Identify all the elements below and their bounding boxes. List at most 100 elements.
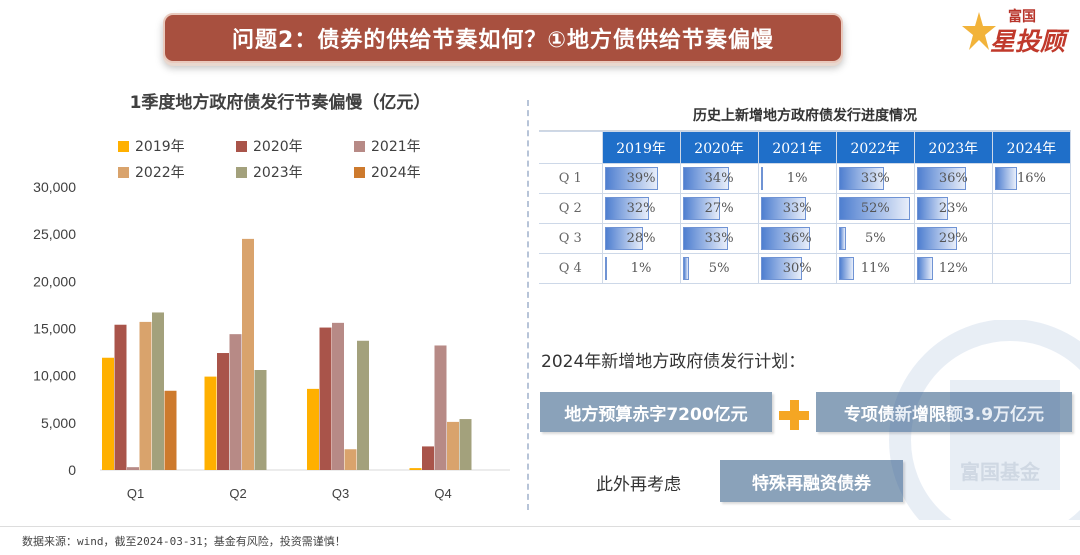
table-header: 2019年 [601,131,681,164]
legend-item-2020: 2020年 [236,136,303,156]
table-cell: 1% [601,253,681,284]
cell-value [993,254,1070,283]
cell-value: 23% [938,201,968,216]
progress-databar [604,197,649,220]
footer-source: 数据来源：wind，截至2024-03-31；基金有风险，投资需谨慎！ [22,535,346,548]
deficit-box: 地方预算赤字7200亿元 [540,392,772,432]
bar-chart: 30,000 25,000 20,000 15,000 10,000 5,000 0 Q1 Q2… [33,179,510,501]
progress-databar [838,257,854,280]
brand-top-text: 富国 [1008,9,1036,25]
progress-databar [916,257,934,280]
cell-value: 29% [938,231,968,246]
x-tick-label: Q3 [332,486,349,501]
table-corner [539,131,603,164]
table-header: 2020年 [679,131,759,164]
refinance-bond-box: 特殊再融资债券 [720,460,903,502]
table-cell: 29% [913,223,993,254]
progress-table: 2019年 2020年 2021年 2022年 2023年 2024年 Q 1 3… [539,131,1072,284]
table-row: Q 2 32% 27% 33% 52% 23% [539,193,1072,224]
cell-value: 32% [626,201,656,216]
cell-value: 33% [782,201,812,216]
table-cell: 11% [835,253,915,284]
y-tick-label: 5,000 [41,415,76,431]
bar-q2-2020年 [217,353,229,470]
table-cell: 16% [991,163,1072,194]
table-header: 2021年 [757,131,837,164]
special-bond-box-label: 专项债新增限额3.9万亿元 [843,404,1045,425]
legend-item-2021: 2021年 [354,136,421,156]
cell-value: 12% [938,261,968,276]
bar-q4-2021年 [434,345,447,470]
chart-title: 1季度地方政府债发行节奏偏慢（亿元） [129,93,431,113]
page-title: 问题2：债券的供给节奏如何？①地方债供给节奏偏慢 [232,28,774,53]
table-row: Q 4 1% 5% 30% 11% 12% [539,253,1072,284]
progress-databar [916,167,967,190]
legend-swatch [118,140,129,152]
table-cell: 36% [757,223,837,254]
cell-value: 5% [708,261,730,276]
table-header: 2022年 [835,131,915,164]
special-bond-box: 专项债新增限额3.9万亿元 [816,392,1072,432]
deficit-box-label: 地方预算赤字7200亿元 [564,404,748,425]
table-body: Q 1 39% 34% 1% 33% 36% 16% Q 2 32% 27% 33% 52% 23% Q … [539,163,1072,284]
y-tick-label: 15,000 [33,321,76,337]
table-cell [991,223,1072,254]
progress-databar [760,227,811,250]
progress-table-panel: 历史上新增地方政府债发行进度情况 2019年 2020年 2021年 2022年… [539,102,1072,284]
progress-table-title: 历史上新增地方政府债发行进度情况 [539,102,1071,131]
progress-databar [916,227,957,250]
row-label: Q 3 [539,223,603,254]
table-cell: 33% [757,193,837,224]
bar-q4-2019年 [409,468,422,470]
cell-value: 33% [704,231,734,246]
x-tick-label: Q1 [127,486,144,501]
cell-value: 36% [782,231,812,246]
progress-databar [838,167,885,190]
table-cell: 33% [679,223,759,254]
progress-databar [760,167,763,190]
progress-databar [838,197,911,220]
table-cell [991,193,1072,224]
bar-q1-2022年 [139,321,152,470]
y-tick-label: 30,000 [33,179,76,195]
plan-heading: 2024年新增地方政府债发行计划： [541,352,806,372]
x-tick-label: Q4 [434,486,451,501]
progress-databar [916,197,949,220]
bar-q3-2021年 [332,322,344,470]
bar-q3-2022年 [344,449,357,470]
y-tick-label: 25,000 [33,226,76,242]
progress-databar [760,257,802,280]
cell-value [993,224,1070,253]
bar-q4-2022年 [447,421,459,470]
brand-logo: 富国 星投顾 [962,6,1067,56]
legend-swatch [236,166,247,178]
row-label: Q 4 [539,253,603,284]
table-cell [991,253,1072,284]
footer: 数据来源：wind，截至2024-03-31；基金有风险，投资需谨慎！ [0,526,1080,555]
progress-databar [838,227,846,250]
progress-databar [604,257,607,280]
table-cell: 5% [835,223,915,254]
cell-value: 52% [860,201,890,216]
cell-value: 34% [704,171,734,186]
progress-databar [604,227,644,250]
progress-databar [682,197,720,220]
plus-icon [779,400,809,430]
legend-swatch [354,166,365,178]
progress-databar [994,167,1017,190]
table-cell: 32% [601,193,681,224]
y-tick-label: 20,000 [33,273,76,289]
legend-swatch [118,166,129,178]
cell-value: 5% [864,231,886,246]
bar-q2-2022年 [242,238,254,470]
legend-label: 2024年 [371,165,421,181]
bar-q1-2023年 [152,312,164,470]
cell-value: 1% [786,171,808,186]
legend-item-2023: 2023年 [236,162,303,182]
table-cell: 39% [601,163,681,194]
cell-value: 33% [860,171,890,186]
bar-q1-2024年 [164,390,177,470]
table-cell: 28% [601,223,681,254]
section-divider [527,100,529,510]
cell-value: 1% [630,261,652,276]
